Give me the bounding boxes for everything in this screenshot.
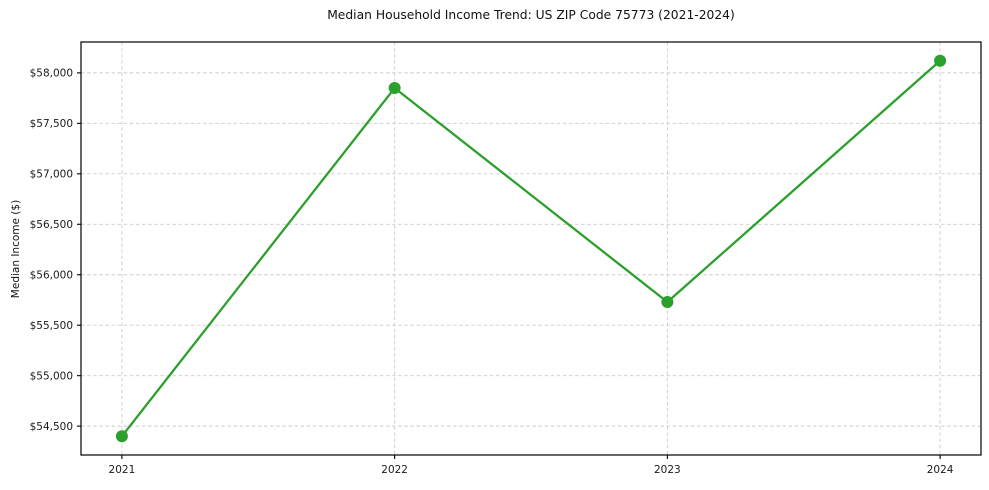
x-tick-label: 2022: [381, 464, 408, 476]
y-tick-label: $54,500: [30, 421, 73, 433]
y-tick-label: $56,500: [30, 219, 73, 231]
y-tick-label: $57,500: [30, 118, 73, 130]
y-tick-label: $56,000: [30, 269, 73, 281]
y-tick-label: $58,000: [30, 68, 73, 80]
x-tick-label: 2023: [654, 464, 681, 476]
data-point-marker: [934, 54, 947, 67]
x-tick-label: 2021: [109, 464, 136, 476]
trend-line: [120, 59, 942, 438]
x-tick-label: 2024: [927, 464, 954, 476]
plot-border: [80, 41, 982, 456]
data-point-marker: [661, 295, 674, 308]
data-point-marker: [388, 82, 401, 95]
data-point-marker: [115, 430, 128, 443]
y-tick-label: $55,500: [30, 320, 73, 332]
y-tick-label: $57,000: [30, 169, 73, 181]
chart-title: Median Household Income Trend: US ZIP Co…: [327, 8, 735, 22]
y-tick-label: $55,000: [30, 370, 73, 382]
